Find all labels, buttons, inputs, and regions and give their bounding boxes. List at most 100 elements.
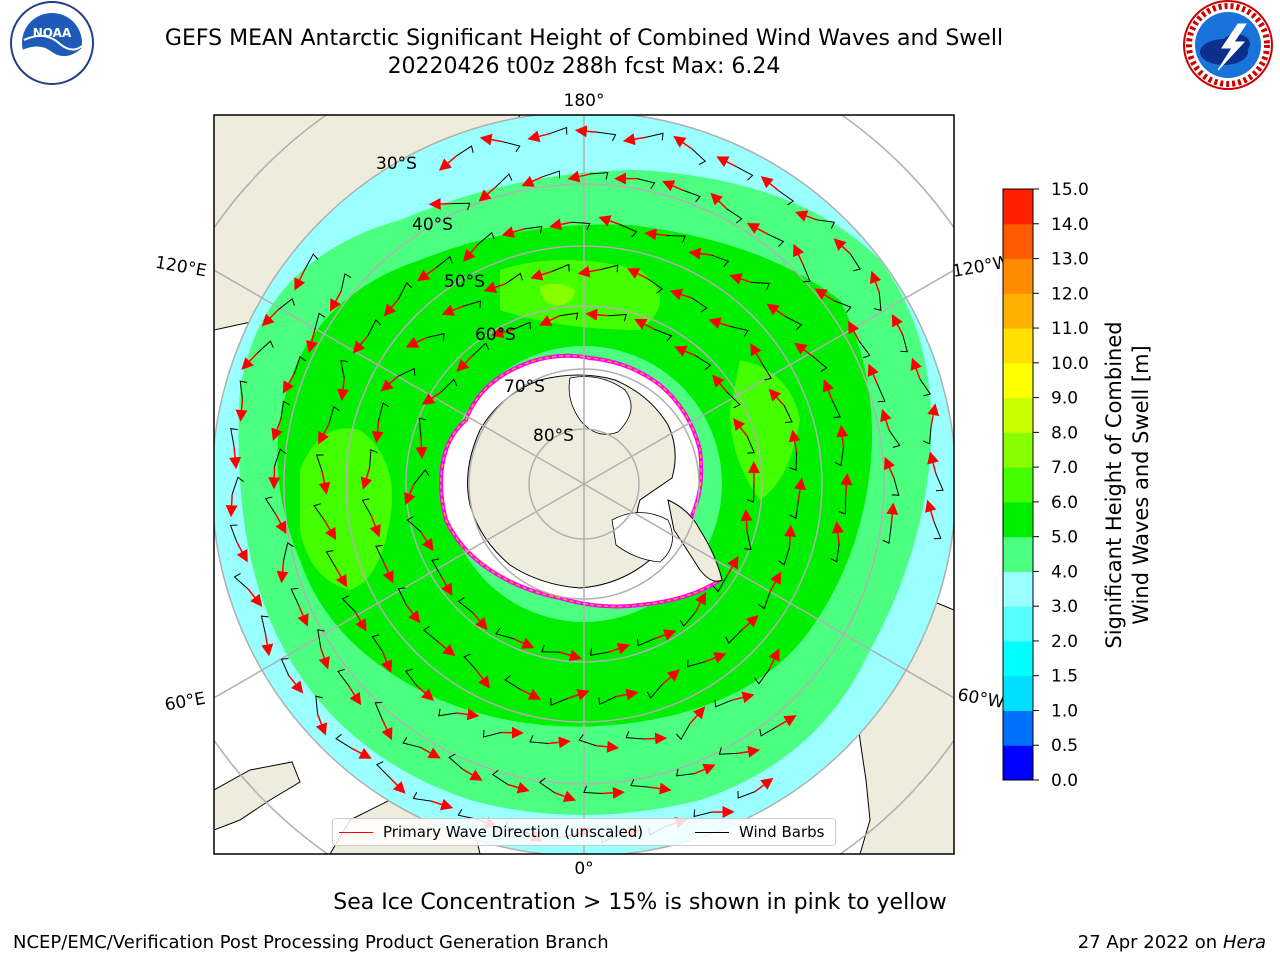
wave-direction-arrow [634, 318, 655, 331]
colorbar-tick-label: 6.0 [1051, 493, 1078, 513]
wave-direction-arrow [596, 740, 620, 753]
wind-barb [783, 405, 793, 424]
wave-direction-arrow [746, 222, 768, 235]
wind-barb [691, 297, 708, 313]
wave-direction-arrow [297, 605, 309, 627]
wind-barb [397, 367, 416, 377]
map-legend: Primary Wave Direction (unscaled) Wind B… [332, 818, 836, 846]
wave-direction-arrow [405, 604, 421, 624]
wave-direction-arrow [323, 519, 337, 541]
wave-direction-arrow [607, 642, 630, 655]
wind-barb [598, 696, 617, 706]
wind-barb [589, 648, 609, 656]
wave-direction-arrow [694, 763, 716, 775]
wave-direction-arrow [420, 746, 441, 759]
wave-direction-arrow [247, 588, 263, 607]
wave-direction-arrow [788, 429, 801, 453]
wind-barb [874, 292, 882, 311]
wind-barb [589, 172, 609, 180]
wave-height-field [214, 115, 954, 854]
wind-barb [229, 524, 238, 543]
wind-barb [451, 202, 471, 211]
wind-barb [675, 768, 695, 777]
wind-barb [426, 333, 445, 341]
wave-direction-arrow [381, 651, 393, 673]
wave-direction-arrow [769, 571, 782, 593]
wind-barb [264, 496, 276, 515]
wind-barb [290, 587, 300, 606]
wind-barb [482, 729, 502, 738]
wave-direction-arrow [274, 513, 287, 534]
wave-direction-arrow [836, 424, 849, 448]
wind-barb [833, 300, 852, 313]
legend-item-barbs: Wind Barbs [695, 823, 824, 841]
wind-barb [559, 312, 579, 321]
wind-barb [838, 495, 847, 515]
wind-barb [477, 231, 495, 245]
wind-barb [369, 449, 378, 468]
wind-barb [645, 132, 664, 141]
colorbar-tick-label: 8.0 [1051, 423, 1078, 443]
wind-barb [325, 549, 337, 568]
wind-barb [578, 734, 597, 747]
wind-barb [523, 226, 543, 234]
wave-direction-arrow [420, 531, 434, 552]
wave-direction-arrow [456, 354, 474, 372]
colorbar-cell [1003, 745, 1033, 781]
wind-barb [743, 531, 752, 551]
wave-direction-arrow [318, 647, 330, 670]
wave-direction-arrow [766, 303, 786, 318]
wind-barb [505, 272, 523, 285]
colorbar-tick-label: 4.0 [1051, 562, 1078, 582]
wind-barb [693, 809, 712, 818]
wind-barb [746, 435, 755, 454]
wave-direction-arrow [559, 649, 582, 662]
wind-barb [882, 525, 892, 544]
wave-direction-arrow [483, 281, 506, 293]
wave-direction-arrow [381, 719, 393, 741]
wind-barb [754, 668, 770, 685]
lat-label-30s: 30°S [376, 154, 417, 174]
wave-direction-arrow [674, 345, 696, 357]
wind-barb [608, 313, 627, 322]
wave-direction-arrow [880, 408, 892, 431]
wind-barb [646, 683, 663, 699]
wave-direction-arrow [689, 706, 706, 725]
wave-direction-arrow [669, 288, 692, 301]
wind-barb [335, 733, 352, 749]
colorbar-cell [1003, 606, 1033, 642]
wind-barb [340, 360, 348, 379]
footer-host: Hera [1222, 932, 1266, 953]
footer-organization: NCEP/EMC/Verification Post Processing Pr… [13, 932, 609, 953]
wave-direction-arrow [438, 155, 457, 171]
wave-direction-arrow [415, 436, 428, 460]
wind-barb [758, 591, 771, 610]
wind-barb [647, 278, 664, 294]
wave-direction-arrow [431, 798, 454, 811]
wind-barb [619, 224, 638, 238]
colorbar-tick-label: 0.5 [1051, 736, 1078, 756]
colorbar-cell [1003, 293, 1033, 329]
legend-wave-label: Primary Wave Direction (unscaled) [383, 823, 644, 841]
lat-label-80s: 80°S [533, 426, 574, 446]
wind-barb [766, 233, 785, 247]
wind-barb [504, 675, 521, 690]
wind-barb [682, 189, 701, 203]
wave-direction-arrow [268, 466, 281, 490]
wave-direction-arrow [371, 420, 384, 444]
wave-direction-arrow [732, 691, 755, 704]
wind-barb [935, 473, 944, 492]
wave-direction-arrow [405, 336, 427, 348]
wind-barb [405, 668, 418, 686]
wind-barb [746, 483, 755, 503]
wind-barb [691, 148, 707, 166]
chart-title: GEFS MEAN Antarctic Significant Height o… [164, 26, 1004, 51]
wind-barb [831, 400, 841, 419]
wind-barb [418, 417, 427, 437]
wind-barb [849, 253, 861, 272]
wind-barb [230, 428, 238, 447]
wave-direction-arrow [662, 180, 684, 192]
wind-barb [583, 785, 602, 794]
wind-barb [736, 166, 754, 181]
meridians [214, 115, 954, 854]
